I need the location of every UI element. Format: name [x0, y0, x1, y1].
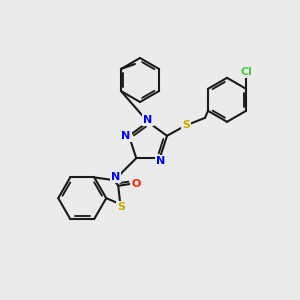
Text: N: N: [122, 131, 130, 141]
Text: N: N: [156, 156, 165, 166]
Text: S: S: [182, 120, 190, 130]
Text: S: S: [117, 202, 125, 212]
Text: N: N: [143, 115, 153, 125]
Text: Cl: Cl: [240, 67, 252, 77]
Text: N: N: [111, 172, 120, 182]
Text: O: O: [132, 179, 141, 189]
